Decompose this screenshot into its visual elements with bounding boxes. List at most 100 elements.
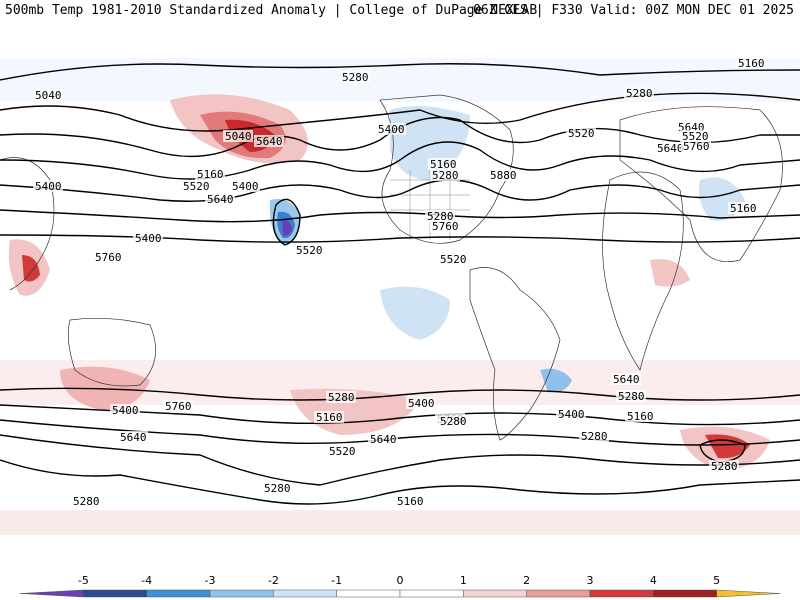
colorbar-segment <box>399 589 464 598</box>
contour-label-bg <box>376 123 406 135</box>
contour-label: 5400 <box>408 397 435 410</box>
contour-label: 5160 <box>430 158 457 171</box>
colorbar-segment <box>209 589 274 598</box>
contour-label-bg <box>326 391 356 403</box>
colorbar-tick-label: -5 <box>78 574 89 587</box>
contour-label-bg <box>406 397 436 409</box>
colorbar-segment <box>589 589 654 598</box>
colorbar-tick-label: 3 <box>587 574 594 587</box>
contour-label-bg <box>488 169 518 181</box>
colorbar-segment <box>83 589 147 598</box>
contour-label-bg <box>33 89 63 101</box>
contour-label: 5520 <box>568 127 595 140</box>
contour-label-bg <box>195 168 225 180</box>
contour-label: 5520 <box>183 180 210 193</box>
contour-label: 5760 <box>165 400 192 413</box>
contour-label: 5640 <box>370 433 397 446</box>
contour-label-bg <box>133 232 163 244</box>
contour-label: 5760 <box>95 251 122 264</box>
contour-label-bg <box>430 220 460 232</box>
colorbar-tick-label: 5 <box>713 574 720 587</box>
colorbar: -5 -4 -3 -2 -1 0 1 2 3 4 5 <box>19 574 781 598</box>
coastlines <box>0 94 783 441</box>
contour-label-bg <box>430 169 460 181</box>
contour-label: 5280 <box>427 210 454 223</box>
run-info: 06Z GFS | F330 Valid: 00Z MON DEC 01 202… <box>473 3 794 18</box>
contour-label: 5280 <box>618 390 645 403</box>
colorbar-segment <box>716 589 781 598</box>
contour-label-bg <box>340 71 370 83</box>
contour-label: 5040 <box>35 89 62 102</box>
contour-label-bg <box>314 411 344 423</box>
contour-label-bg <box>71 495 101 507</box>
colorbar-segment <box>336 589 401 598</box>
colorbar-segments <box>19 589 781 598</box>
contour-label-bg <box>625 410 655 422</box>
colorbar-tick-label: -1 <box>331 574 342 587</box>
contour-label: 5280 <box>328 391 355 404</box>
colorbar-segment <box>653 589 717 598</box>
contour-label-bg <box>294 244 324 256</box>
colorbar-segment <box>273 589 337 598</box>
contour-label-bg <box>438 415 468 427</box>
contour-label-bg <box>181 180 211 192</box>
contour-label: 5280 <box>264 482 291 495</box>
colorbar-segment <box>463 589 527 598</box>
contour-label-bg <box>736 57 766 69</box>
colorbar-segment <box>146 589 211 598</box>
contour-label-bg <box>425 210 455 222</box>
contour-label: 5400 <box>112 404 139 417</box>
contour-label: 5760 <box>432 220 459 233</box>
contour-label-bg <box>556 408 586 420</box>
contour-label-bg <box>395 495 425 507</box>
contour-label: 5280 <box>581 430 608 443</box>
contour-label: 5160 <box>627 410 654 423</box>
contour-label-bg <box>728 202 758 214</box>
contour-label-bg <box>611 373 641 385</box>
contour-label-bg <box>368 433 398 445</box>
contour-label-bg <box>262 482 292 494</box>
colorbar-segment <box>526 589 591 598</box>
contour-label: 5160 <box>197 168 224 181</box>
colorbar-tick-label: -2 <box>268 574 279 587</box>
contour-label-bg <box>566 127 596 139</box>
contour-label: 5520 <box>329 445 356 458</box>
contour-label: 5520 <box>440 253 467 266</box>
contour-label: 5760 <box>683 140 710 153</box>
contour-label: 5160 <box>316 411 343 424</box>
contour-label: 5640 <box>120 431 147 444</box>
colorbar-ticks: -5 -4 -3 -2 -1 0 1 2 3 4 5 <box>78 574 720 587</box>
contour-label: 5280 <box>432 169 459 182</box>
contour-label-bg <box>681 140 711 152</box>
contour-label-bg <box>655 142 685 154</box>
contour-label-bg <box>93 251 123 263</box>
contour-label-bg <box>428 158 458 170</box>
contour-label: 5400 <box>378 123 405 136</box>
contour-label: 5400 <box>35 180 62 193</box>
colorbar-segment <box>19 589 84 598</box>
colorbar-tick-label: -3 <box>205 574 216 587</box>
contour-label: 5640 <box>613 373 640 386</box>
contour-label: 5280 <box>711 460 738 473</box>
contour-label: 5400 <box>232 180 259 193</box>
contour-label: 5160 <box>730 202 757 215</box>
contour-label-bg <box>616 390 646 402</box>
contour-label-bg <box>110 404 140 416</box>
contour-label: 5400 <box>135 232 162 245</box>
contour-label: 5520 <box>682 130 709 143</box>
map-title: 500mb Temp 1981-2010 Standardized Anomal… <box>5 3 538 18</box>
contour-label: 5160 <box>738 57 765 70</box>
colorbar-tick-label: 4 <box>650 574 657 587</box>
contour-label-bg <box>118 431 148 443</box>
anomaly-shading <box>0 58 800 535</box>
contour-label: 5640 <box>657 142 684 155</box>
contour-label: 5040 <box>225 130 252 143</box>
contour-label-bg <box>254 135 284 147</box>
contour-label-bg <box>223 130 253 142</box>
contour-label-bg <box>624 87 654 99</box>
colorbar-tick-label: 1 <box>460 574 467 587</box>
contour-label-bg <box>205 193 235 205</box>
contour-label: 5880 <box>490 169 517 182</box>
